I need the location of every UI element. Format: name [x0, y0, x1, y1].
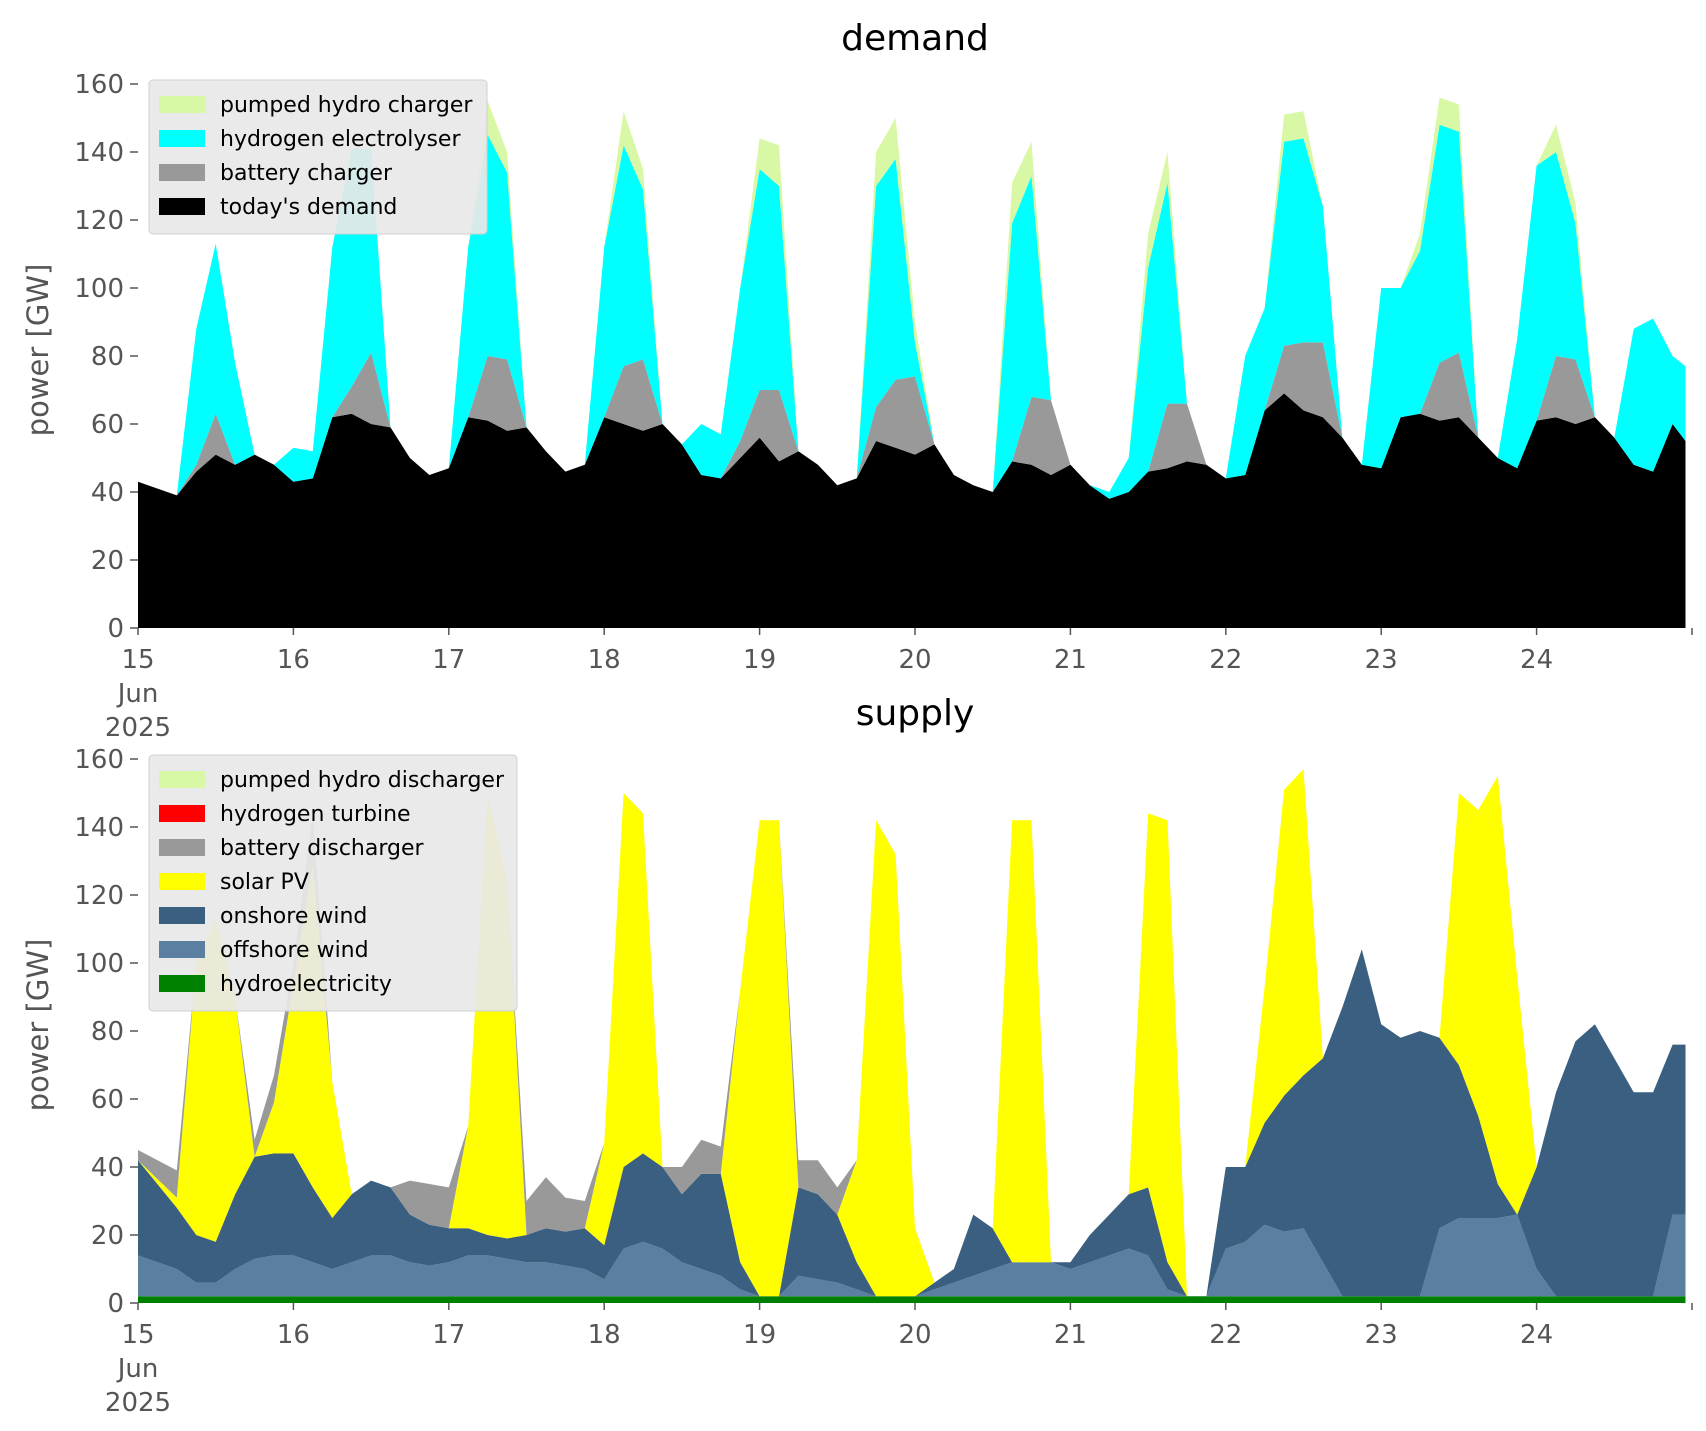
x-tick-label: 19 — [743, 1320, 776, 1350]
legend-swatch-battery-charger — [159, 164, 205, 181]
legend-swatch-onshore-wind — [159, 907, 205, 924]
area-battery-charger — [138, 342, 1686, 499]
legend-swatch-solar-pv — [159, 873, 205, 890]
x-tick-label: 17 — [432, 645, 465, 675]
y-tick-label: 140 — [74, 138, 124, 168]
legend-swatch-pumped-hydro-charger — [159, 96, 205, 113]
supply-ylabel: power [GW] — [21, 939, 55, 1112]
area-onshore-wind — [138, 949, 1686, 1297]
supply-x-ticks: 15 Jun 2025 16 17 18 19 20 21 22 23 24 — [105, 1303, 1693, 1418]
legend-label-hydrogen-electrolyser: hydrogen electrolyser — [220, 127, 461, 152]
x-tick-label: 21 — [1054, 645, 1087, 675]
area-pumped-hydro-charger — [138, 97, 1686, 496]
x-tick-label: 24 — [1520, 1320, 1553, 1350]
legend-swatch-offshore-wind — [159, 941, 205, 958]
demand-ylabel: power [GW] — [21, 264, 55, 437]
x-tick-label: 15 Jun 2025 — [105, 645, 171, 743]
demand-areas — [138, 97, 1686, 628]
supply-y-ticks: 0 20 40 60 80 100 120 140 160 — [74, 745, 138, 1319]
legend-label-hydroelectricity: hydroelectricity — [220, 972, 392, 997]
x-tick-label: 20 — [898, 645, 931, 675]
x-tick-label: 23 — [1365, 645, 1398, 675]
area-hydroelectricity — [138, 1296, 1686, 1303]
demand-panel: demand power [GW] 020406080100120140160 … — [21, 18, 1693, 743]
legend-label-pumped-hydro-charger: pumped hydro charger — [220, 93, 473, 118]
legend-swatch-hydrogen-electrolyser — [159, 130, 205, 147]
x-tick-label: 22 — [1209, 645, 1242, 675]
x-tick-label: 23 — [1365, 1320, 1398, 1350]
y-tick-label: 0 — [107, 1289, 124, 1319]
y-tick-label: 100 — [74, 274, 124, 304]
supply-areas — [138, 769, 1686, 1303]
y-tick-label: 60 — [91, 1085, 124, 1115]
legend-swatch-pumped-hydro-discharger — [159, 771, 205, 788]
x-tick-label: 19 — [743, 645, 776, 675]
x-tick-label: 17 — [432, 1320, 465, 1350]
y-tick-label: 20 — [91, 1221, 124, 1251]
demand-legend: pumped hydro charger hydrogen electrolyse… — [148, 79, 488, 235]
x-tick-label: 16 — [277, 1320, 310, 1350]
y-tick-label: 40 — [91, 478, 124, 508]
legend-label-solar-pv: solar PV — [220, 870, 309, 895]
legend-swatch-hydroelectricity — [159, 975, 205, 992]
legend-swatch-battery-discharger — [159, 839, 205, 856]
demand-title: demand — [841, 18, 989, 59]
legend-swatch-today-s-demand — [159, 198, 205, 215]
x-tick-label: 21 — [1054, 1320, 1087, 1350]
y-tick-label: 40 — [91, 1153, 124, 1183]
y-tick-label: 120 — [74, 881, 124, 911]
x-tick-label: 18 — [588, 1320, 621, 1350]
y-tick-label: 100 — [74, 949, 124, 979]
legend-label-battery-charger: battery charger — [220, 161, 393, 186]
y-tick-label: 0 — [107, 614, 124, 644]
area-today-s-demand — [138, 393, 1686, 628]
area-solar-pv — [138, 769, 1686, 1297]
legend-label-hydrogen-turbine: hydrogen turbine — [220, 802, 411, 827]
legend-label-today-s-demand: today's demand — [220, 195, 397, 220]
y-tick-label: 120 — [74, 206, 124, 236]
legend-label-onshore-wind: onshore wind — [220, 904, 367, 929]
demand-x-ticks: 15 Jun 2025 16 17 18 19 20 21 22 23 24 — [105, 628, 1693, 743]
legend-label-offshore-wind: offshore wind — [220, 938, 369, 963]
x-tick-label: 15 Jun 2025 — [105, 1320, 171, 1418]
demand-y-ticks: 0 20 40 60 80 100 120 140 160 — [74, 70, 138, 644]
y-tick-label: 160 — [74, 745, 124, 775]
x-tick-label: 24 — [1520, 645, 1553, 675]
legend-label-pumped-hydro-discharger: pumped hydro discharger — [220, 768, 505, 793]
supply-title: supply — [856, 693, 975, 734]
y-tick-label: 80 — [91, 1017, 124, 1047]
area-offshore-wind — [138, 1214, 1686, 1297]
x-tick-label: 16 — [277, 645, 310, 675]
y-tick-label: 20 — [91, 546, 124, 576]
supply-legend: pumped hydro discharger hydrogen turbine b… — [148, 754, 518, 1012]
x-tick-label: 22 — [1209, 1320, 1242, 1350]
y-tick-label: 80 — [91, 342, 124, 372]
legend-label-battery-discharger: battery discharger — [220, 836, 425, 861]
y-tick-label: 140 — [74, 813, 124, 843]
area-hydrogen-electrolyser — [138, 124, 1686, 499]
y-tick-label: 160 — [74, 70, 124, 100]
supply-panel: supply power [GW] 020406080100120140160 … — [21, 693, 1693, 1418]
legend-box — [148, 79, 488, 235]
x-tick-label: 18 — [588, 645, 621, 675]
x-tick-label: 20 — [898, 1320, 931, 1350]
y-tick-label: 60 — [91, 410, 124, 440]
legend-swatch-hydrogen-turbine — [159, 805, 205, 822]
legend-box — [148, 754, 518, 1012]
